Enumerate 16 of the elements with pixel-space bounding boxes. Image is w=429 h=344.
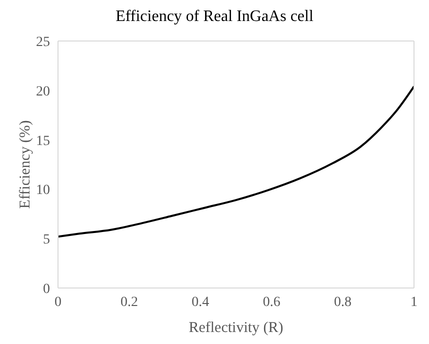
y-tick-label: 10 — [36, 183, 50, 198]
x-tick-label: 1 — [410, 294, 418, 310]
y-axis-title: Efficiency (%) — [17, 120, 34, 209]
x-axis-title: Reflectivity (R) — [188, 320, 284, 336]
y-tick-label: 25 — [36, 34, 50, 50]
x-tick-label: 0.6 — [262, 294, 280, 310]
y-tick-label: 15 — [36, 134, 50, 149]
y-tick-label: 5 — [43, 232, 50, 248]
y-tick-label: 20 — [36, 84, 50, 100]
x-tick-label: 0.2 — [120, 294, 138, 310]
x-tick-label: 0.8 — [334, 294, 352, 310]
chart-title: Efficiency of Real InGaAs cell — [114, 8, 314, 27]
y-tick-label: 0 — [43, 282, 50, 297]
x-tick-label: 0 — [54, 294, 62, 310]
x-tick-label: 0.4 — [192, 294, 210, 310]
line-series — [58, 85, 414, 238]
